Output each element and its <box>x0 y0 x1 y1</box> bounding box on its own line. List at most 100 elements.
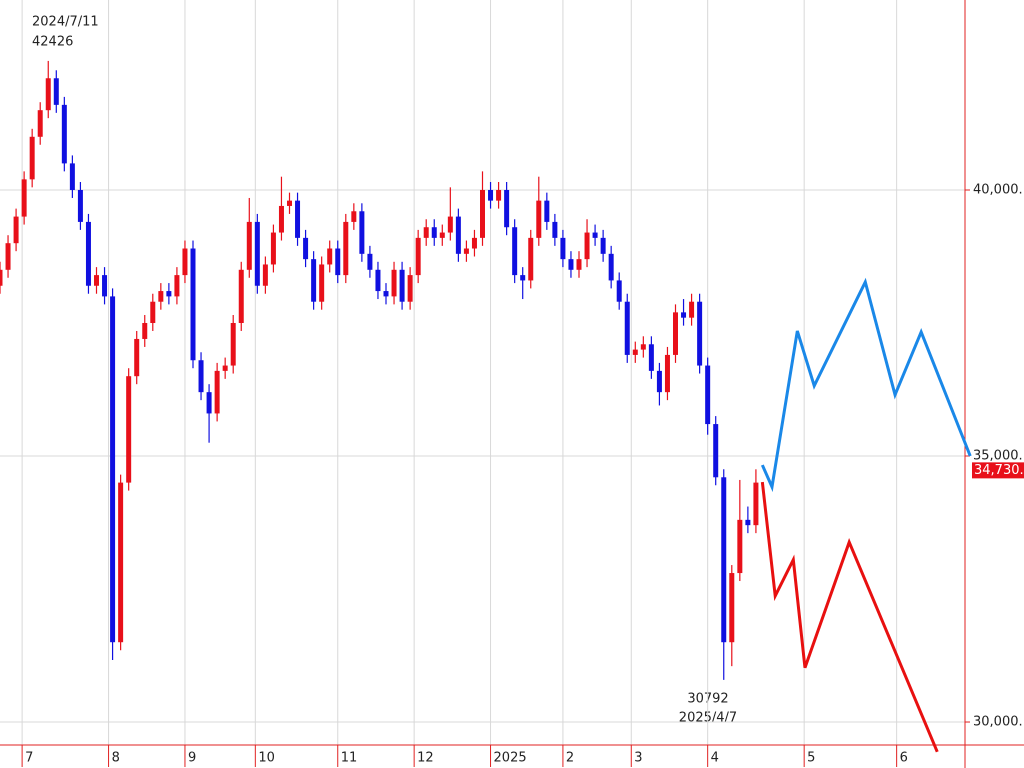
candle-body <box>278 205 284 233</box>
candle-body <box>745 519 751 526</box>
candle-body <box>254 221 260 286</box>
x-tick-label: 11 <box>341 751 358 766</box>
candle-body <box>21 179 27 217</box>
candle-body <box>311 259 317 302</box>
annotation: 2024/7/11 <box>32 15 99 30</box>
candle-body <box>592 232 598 238</box>
candle-body <box>303 237 309 260</box>
candle-body <box>624 301 630 355</box>
candle-body <box>632 349 638 355</box>
candle-body <box>174 275 180 297</box>
candle-body <box>431 227 437 238</box>
candle-body <box>648 344 654 371</box>
candle-body <box>262 264 268 286</box>
candle-body <box>463 248 469 254</box>
candle-body <box>359 211 365 254</box>
candle-body <box>496 189 502 201</box>
candle-body <box>270 232 276 265</box>
candle-body <box>423 227 429 238</box>
candle-body <box>29 136 35 180</box>
candle-body <box>697 301 703 366</box>
candle-body <box>383 291 389 297</box>
candle-body <box>713 424 719 478</box>
candle-body <box>689 301 695 318</box>
x-tick-label: 2025 <box>494 751 527 766</box>
candle-body <box>287 200 292 206</box>
candle-body <box>214 370 220 414</box>
candle-body <box>488 189 494 201</box>
candle-body <box>13 216 19 244</box>
x-tick-label: 7 <box>25 751 33 766</box>
candle-body <box>222 365 228 371</box>
candle-body <box>737 519 743 574</box>
candle-body <box>407 275 413 302</box>
candle-body <box>399 269 405 302</box>
candle-body <box>536 200 542 238</box>
candle-body <box>351 211 357 222</box>
candle-body <box>391 269 397 297</box>
candle-body <box>190 248 196 361</box>
candle-body <box>640 344 646 350</box>
candle-body <box>142 322 148 339</box>
candle-body <box>616 280 622 302</box>
candle-body <box>568 259 574 270</box>
candle-body <box>520 275 526 281</box>
x-tick-label: 3 <box>634 751 642 766</box>
candle-body <box>576 259 582 270</box>
annotation: 42426 <box>32 35 73 50</box>
candle-body <box>246 221 252 270</box>
candle-body <box>552 221 558 238</box>
projection-line <box>760 277 972 493</box>
candle-body <box>608 253 614 281</box>
candle-body <box>0 269 3 286</box>
candle-body <box>471 237 477 249</box>
candle-body <box>335 248 341 276</box>
candle-body <box>415 237 421 276</box>
x-tick-label: 8 <box>112 751 120 766</box>
x-tick-label: 12 <box>417 751 434 766</box>
candle-body <box>480 189 485 238</box>
candle-body <box>584 232 590 260</box>
candle-body <box>528 237 534 281</box>
candle-body <box>118 482 124 643</box>
candle-body <box>134 338 140 377</box>
candle-body <box>367 253 373 270</box>
candle-body <box>729 573 735 643</box>
x-tick-label: 2 <box>566 751 574 766</box>
candle-body <box>327 248 333 265</box>
candle-body <box>45 78 51 111</box>
candle-body <box>53 78 59 105</box>
candle-body <box>238 269 244 323</box>
candle-body <box>166 291 172 297</box>
candle-body <box>673 312 678 355</box>
candle-body <box>5 243 11 270</box>
candle-body <box>343 221 349 276</box>
candle-body <box>295 200 301 238</box>
candle-body <box>721 477 727 643</box>
x-tick-label: 9 <box>188 751 196 766</box>
x-tick-label: 5 <box>807 751 815 766</box>
candle-body <box>150 301 156 323</box>
last-price-label: 34,730. <box>974 463 1024 478</box>
candle-body <box>753 482 759 526</box>
candle-body <box>77 189 83 222</box>
candle-body <box>439 232 445 238</box>
candle-body <box>455 216 461 254</box>
candle-body <box>102 275 108 297</box>
projection-line <box>760 481 939 753</box>
candle-body <box>182 248 188 276</box>
candle-body <box>447 216 453 233</box>
candle-body <box>656 370 662 393</box>
candle-body <box>126 376 132 483</box>
candle-body <box>560 237 566 260</box>
candle-body <box>230 322 236 366</box>
candle-body <box>69 163 75 190</box>
candle-body <box>94 275 99 286</box>
candle-body <box>544 200 550 222</box>
y-tick-label: 30,000. <box>973 715 1023 730</box>
x-tick-label: 10 <box>258 751 275 766</box>
candle-body <box>705 365 711 425</box>
candle-body <box>37 110 43 137</box>
candle-body <box>664 354 670 393</box>
y-tick-label: 40,000. <box>973 182 1023 197</box>
